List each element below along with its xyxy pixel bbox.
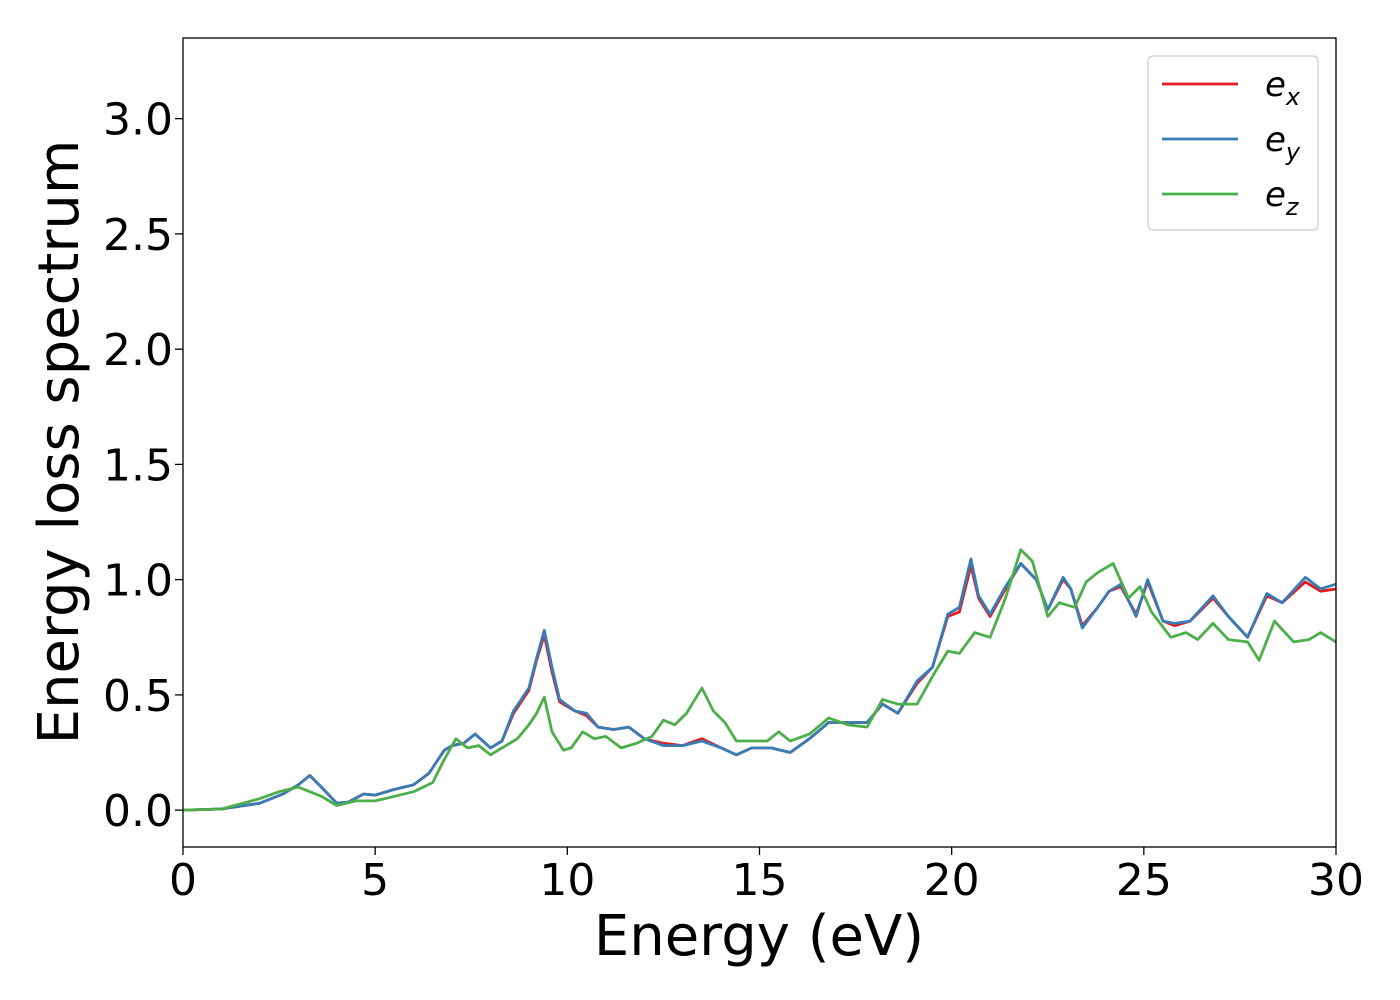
y-tick-label: 2.5: [103, 210, 173, 261]
x-tick-label: 0: [169, 855, 197, 906]
y-tick-label: 0.0: [103, 786, 173, 837]
x-tick-label: 5: [361, 855, 389, 906]
legend-label-ex: ex: [1265, 65, 1301, 111]
legend-box: [1147, 55, 1319, 231]
x-tick-label: 10: [539, 855, 595, 906]
legend-label-ez: ez: [1265, 175, 1300, 221]
series-line-ey: [183, 557, 1336, 812]
x-tick-label: 20: [924, 855, 980, 906]
y-tick-label: 1.0: [103, 556, 173, 607]
x-axis-label: Energy (eV): [594, 904, 924, 969]
x-tick-label: 15: [732, 855, 788, 906]
y-axis-label: Energy loss spectrum: [27, 140, 92, 745]
y-tick-label: 3.0: [103, 95, 173, 146]
y-tick-label: 2.0: [103, 325, 173, 376]
x-tick-label: 30: [1308, 855, 1364, 906]
y-tick-label: 1.5: [103, 440, 173, 491]
x-axis-ticks: 0 5 10 15 20 25 30: [169, 847, 1364, 906]
series-layer: [183, 548, 1336, 812]
x-tick-label: 25: [1116, 855, 1172, 906]
legend: ex ey ez: [1147, 55, 1319, 231]
legend-label-ey: ey: [1265, 120, 1301, 166]
y-axis-ticks: 0.0 0.5 1.0 1.5 2.0 2.5 3.0: [103, 95, 183, 837]
series-line-ez: [183, 548, 1336, 812]
y-tick-label: 0.5: [103, 671, 173, 722]
